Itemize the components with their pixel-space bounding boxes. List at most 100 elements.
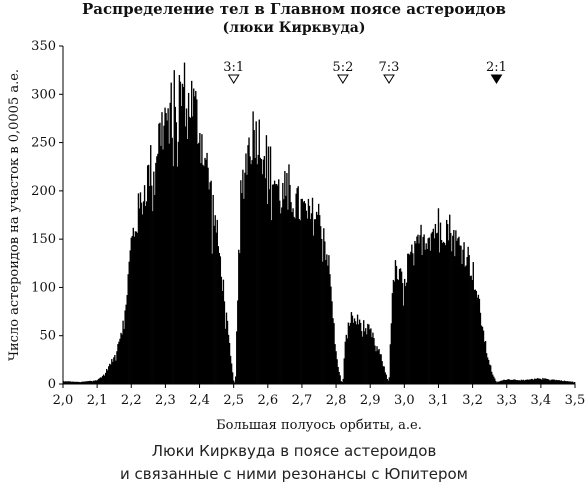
histogram-bar — [363, 320, 365, 384]
histogram-bar — [357, 324, 360, 384]
histogram-bar — [426, 248, 428, 384]
histogram-bar — [416, 236, 418, 384]
histogram-bar — [429, 250, 431, 384]
histogram-bar — [254, 157, 256, 384]
histogram-bar — [227, 334, 230, 384]
histogram-bar — [537, 378, 539, 384]
chart-axes: 0 50 100 150 200 250 300 350 2,0 2,1 2,2 2,3 2,4 2,5 2… — [31, 39, 585, 408]
histogram-bar — [302, 202, 304, 384]
histogram-bar — [291, 212, 293, 384]
histogram-bar — [108, 366, 110, 384]
histogram-bar — [253, 130, 255, 384]
histogram-bar — [106, 368, 108, 384]
histogram-bar — [528, 379, 531, 384]
histogram-bar — [230, 363, 233, 384]
histogram-bar — [552, 379, 554, 384]
histogram-bar — [153, 171, 155, 384]
histogram-bar — [471, 279, 473, 384]
histogram-bar — [268, 189, 271, 384]
histogram-bar — [149, 186, 151, 384]
histogram-bar — [536, 378, 538, 384]
histogram-bar — [281, 207, 283, 384]
histogram-bar — [438, 252, 441, 384]
histogram-bar — [204, 157, 206, 384]
histogram-bar — [140, 202, 143, 384]
histogram-bar — [484, 341, 487, 384]
histogram-bar — [403, 278, 406, 384]
histogram-bar — [235, 376, 237, 384]
histogram-bar — [202, 164, 204, 384]
histogram-bar — [501, 380, 503, 384]
x-axis-label: Большая полуось орбиты, а.е. — [216, 418, 422, 433]
histogram-bar — [436, 232, 439, 384]
histogram-bar — [111, 359, 113, 384]
histogram-bar — [218, 252, 221, 384]
histogram-bar — [423, 234, 425, 384]
histogram-bar — [322, 261, 324, 384]
histogram-bar — [425, 243, 427, 384]
histogram-bar — [67, 381, 69, 384]
histogram-bar — [119, 338, 121, 384]
histogram-bar — [409, 254, 411, 384]
histogram-bar — [156, 156, 158, 384]
histogram-bar — [143, 185, 146, 384]
histogram-bar — [274, 184, 277, 384]
histogram-bar — [298, 218, 300, 384]
histogram-bar — [103, 375, 106, 384]
histogram-bar — [248, 137, 250, 384]
histogram-bar — [102, 374, 105, 384]
histogram-bar — [245, 153, 247, 384]
histogram-bar — [173, 70, 175, 385]
histogram-bar — [457, 238, 459, 384]
histogram-bar — [526, 379, 529, 384]
histogram-bar — [277, 185, 279, 384]
histogram-bar — [439, 222, 442, 384]
x-tick-label: 2,6 — [257, 393, 278, 408]
histogram-bar — [178, 75, 181, 384]
histogram-bar — [279, 200, 281, 384]
resonance-marker-icon — [336, 74, 349, 84]
histogram-bar — [479, 312, 482, 384]
histogram-bar — [136, 232, 139, 384]
histogram-bar — [467, 246, 469, 384]
histogram-bar — [517, 380, 520, 384]
histogram-bar — [437, 208, 440, 384]
histogram-bar — [63, 381, 65, 384]
histogram-bar — [224, 328, 227, 384]
y-tick-label: 350 — [31, 39, 56, 54]
histogram-bar — [95, 380, 98, 384]
y-tick-label: 100 — [31, 280, 56, 295]
histogram-bar — [147, 164, 150, 384]
histogram-bar — [515, 380, 517, 384]
histogram-bar — [407, 253, 409, 384]
histogram-bar — [216, 219, 218, 384]
y-tick-label: 150 — [31, 232, 56, 247]
histogram-bar — [366, 334, 368, 384]
histogram-bar — [299, 220, 301, 384]
histogram-bar — [293, 216, 295, 384]
histogram-bar — [328, 255, 330, 384]
histogram-bar — [348, 325, 351, 384]
histogram-bar — [434, 223, 437, 384]
histogram-bar — [231, 372, 234, 384]
histogram-bar — [242, 169, 244, 384]
histogram-bar — [128, 261, 130, 384]
histogram-bar — [443, 242, 446, 384]
histogram-bar — [470, 275, 472, 384]
histogram-bar — [238, 249, 240, 384]
histogram-bar — [201, 134, 203, 384]
histogram-bar — [182, 86, 185, 385]
histogram-bar — [213, 225, 215, 384]
histogram-bar — [186, 139, 189, 384]
histogram-bar — [372, 332, 374, 384]
histogram-bar — [157, 153, 159, 384]
histogram-bar — [308, 205, 311, 384]
histogram-bar — [500, 380, 502, 384]
histogram-bar — [123, 328, 125, 384]
histogram-bar — [66, 381, 68, 384]
histogram-bar — [402, 305, 405, 384]
histogram-bar — [65, 381, 67, 384]
histogram-bar — [256, 164, 258, 384]
histogram-bar — [338, 371, 340, 384]
histogram-bar — [543, 379, 545, 384]
